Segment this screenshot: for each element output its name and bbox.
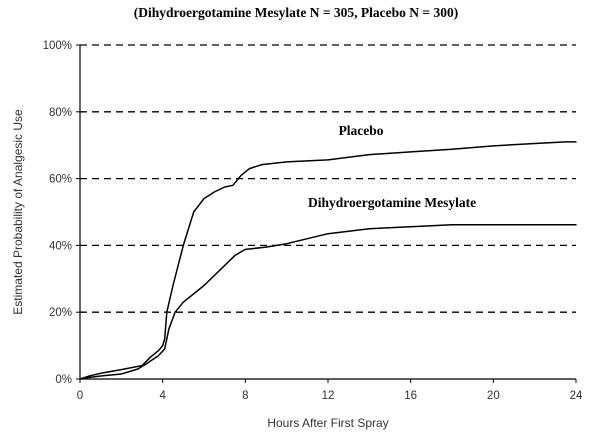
x-tick-label: 8 xyxy=(242,390,248,402)
axes xyxy=(76,44,577,383)
y-axis-label: Estimated Probability of Analgesic Use xyxy=(11,109,25,315)
y-tick-label: 0% xyxy=(55,374,72,386)
x-tick-label: 0 xyxy=(77,390,83,402)
chart-subtitle: (Dihydroergotamine Mesylate N = 305, Pla… xyxy=(133,5,459,20)
x-tick-label: 4 xyxy=(159,390,166,402)
x-tick-label: 12 xyxy=(322,390,335,402)
series-lines xyxy=(79,141,577,380)
x-tick-label: 20 xyxy=(487,390,500,402)
y-tick-label: 100% xyxy=(43,40,72,52)
series-annotation-dihydroergotamine-mesylate: Dihydroergotamine Mesylate xyxy=(308,195,476,210)
grid-lines xyxy=(80,44,576,313)
y-tick-label: 80% xyxy=(49,107,72,119)
x-axis-label: Hours After First Spray xyxy=(267,416,388,430)
y-tick-label: 60% xyxy=(49,174,72,186)
x-tick-label: 16 xyxy=(404,390,417,402)
x-tick-label: 24 xyxy=(570,390,583,402)
labels: 0% 20% 40% 60% 80% 100% 0 4 8 12 16 20 24 Hours After… xyxy=(11,40,583,430)
series-line-dihydroergotamine-mesylate xyxy=(79,223,577,380)
y-tick-label: 20% xyxy=(49,307,72,319)
y-tick-label: 40% xyxy=(49,240,72,252)
series-line-placebo xyxy=(79,141,577,380)
series-annotation-placebo: Placebo xyxy=(339,123,384,138)
